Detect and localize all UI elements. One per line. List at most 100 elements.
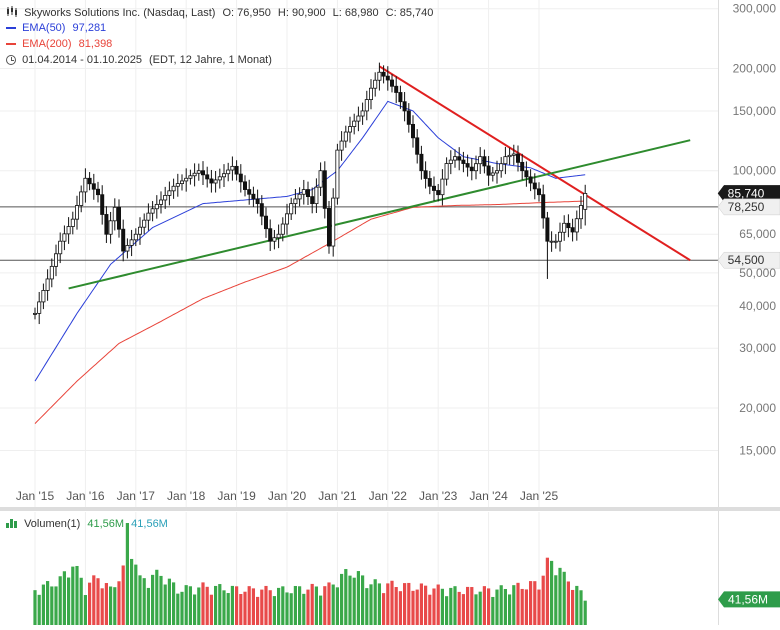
trendline	[378, 65, 691, 262]
volume-bar	[545, 557, 549, 625]
candle-body	[562, 222, 567, 233]
y-tick-label: 300,000	[733, 2, 777, 16]
candle-body	[532, 182, 537, 190]
candle-body	[112, 206, 117, 222]
candle-body	[234, 165, 239, 175]
candle-body	[54, 253, 59, 267]
low-value: 68,980	[344, 7, 379, 19]
candle-body	[163, 195, 168, 201]
volume-bar	[348, 575, 352, 625]
volume-bar	[268, 590, 272, 625]
volume-bar	[54, 586, 58, 625]
open-value: 76,950	[237, 7, 271, 19]
volume-bar	[373, 579, 377, 625]
candle-body	[511, 153, 516, 156]
volume-bar	[121, 565, 125, 625]
volume-bar	[41, 584, 45, 625]
chart-type-icon[interactable]	[6, 6, 18, 17]
legend-ema200[interactable]: EMA(200) 81,398	[6, 38, 112, 51]
x-tick-label: Jan '17	[117, 489, 156, 503]
volume-bar	[356, 571, 360, 625]
volume-bar	[247, 586, 251, 625]
x-tick-label: Jan '20	[268, 489, 307, 503]
volume-bar	[583, 600, 587, 625]
volume-bar	[151, 574, 155, 625]
close-label: C:	[385, 7, 397, 19]
price-tag	[717, 198, 780, 216]
volume-bar	[579, 590, 583, 625]
candle-body	[196, 170, 201, 174]
volume-bar	[62, 571, 66, 625]
volume-bar	[293, 585, 297, 625]
candle-body	[448, 159, 453, 164]
volume-bar	[478, 591, 482, 625]
volume-bar	[96, 578, 100, 625]
volume-bar	[92, 575, 96, 625]
ema200-swatch	[6, 43, 16, 46]
volume-bar	[361, 575, 365, 625]
legend-title-row: Skyworks Solutions Inc. (Nasdaq, Last) O…	[6, 6, 433, 20]
volume-tag-label: 41,56M	[728, 592, 768, 606]
y-tick-label: 15,000	[739, 443, 776, 457]
low-label: L:	[332, 7, 342, 19]
candle-body	[226, 169, 231, 175]
x-tick-label: Jan '25	[520, 489, 559, 503]
volume-bar	[46, 581, 50, 625]
volume-bar	[180, 591, 184, 625]
candle-body	[230, 165, 235, 171]
candle-body	[583, 193, 588, 210]
candle-body	[41, 290, 46, 303]
volume-bar	[453, 586, 457, 625]
candle-body	[305, 189, 310, 197]
volume-value: 41,56M	[87, 518, 125, 530]
candle-body	[280, 223, 285, 235]
volume-bar	[424, 585, 428, 625]
volume-bar	[58, 576, 62, 625]
candle-body	[465, 163, 470, 168]
volume-bar	[575, 585, 579, 625]
candle-body	[499, 163, 504, 172]
candle-body	[96, 188, 101, 196]
candle-body	[343, 131, 348, 142]
candle-body	[37, 301, 42, 314]
legend-volume[interactable]: Volumen(1) 41,56M 41,56M	[6, 518, 168, 531]
volume-bar	[403, 583, 407, 625]
volume-bar	[100, 588, 104, 625]
volume-value-2: 41,56M	[131, 518, 168, 530]
trendline	[68, 139, 691, 290]
candle-body	[352, 120, 357, 127]
candle-body	[553, 240, 558, 243]
legend-ema50[interactable]: EMA(50) 97,281	[6, 22, 106, 35]
candle-body	[142, 219, 147, 228]
candle-body	[58, 240, 63, 255]
volume-bar	[524, 589, 528, 625]
candle-body	[100, 194, 105, 215]
candle-body	[457, 156, 462, 161]
close-value: 85,740	[399, 7, 434, 19]
candle-body	[87, 177, 92, 185]
price-tag-label: 85,740	[728, 186, 765, 200]
volume-bar	[432, 588, 436, 625]
candle-body	[423, 170, 428, 179]
volume-bar	[407, 582, 411, 625]
volume-bar	[331, 584, 335, 625]
volume-bar	[138, 575, 142, 625]
candle-body	[549, 240, 554, 243]
volume-bar	[428, 594, 432, 625]
volume-bar	[214, 585, 218, 625]
volume-bar	[125, 523, 129, 625]
volume-bar	[352, 577, 356, 625]
volume-bar	[327, 582, 331, 625]
volume-bar	[365, 588, 369, 625]
volume-bar	[260, 589, 264, 625]
volume-bar	[533, 581, 537, 625]
candle-body	[579, 205, 584, 220]
volume-bar	[394, 587, 398, 625]
candle-body	[326, 207, 331, 247]
candle-body	[129, 239, 134, 246]
volume-bar	[197, 587, 201, 625]
candle-body	[541, 194, 546, 219]
volume-bar	[390, 580, 394, 625]
volume-bar	[134, 564, 138, 625]
volume-bar	[344, 569, 348, 625]
